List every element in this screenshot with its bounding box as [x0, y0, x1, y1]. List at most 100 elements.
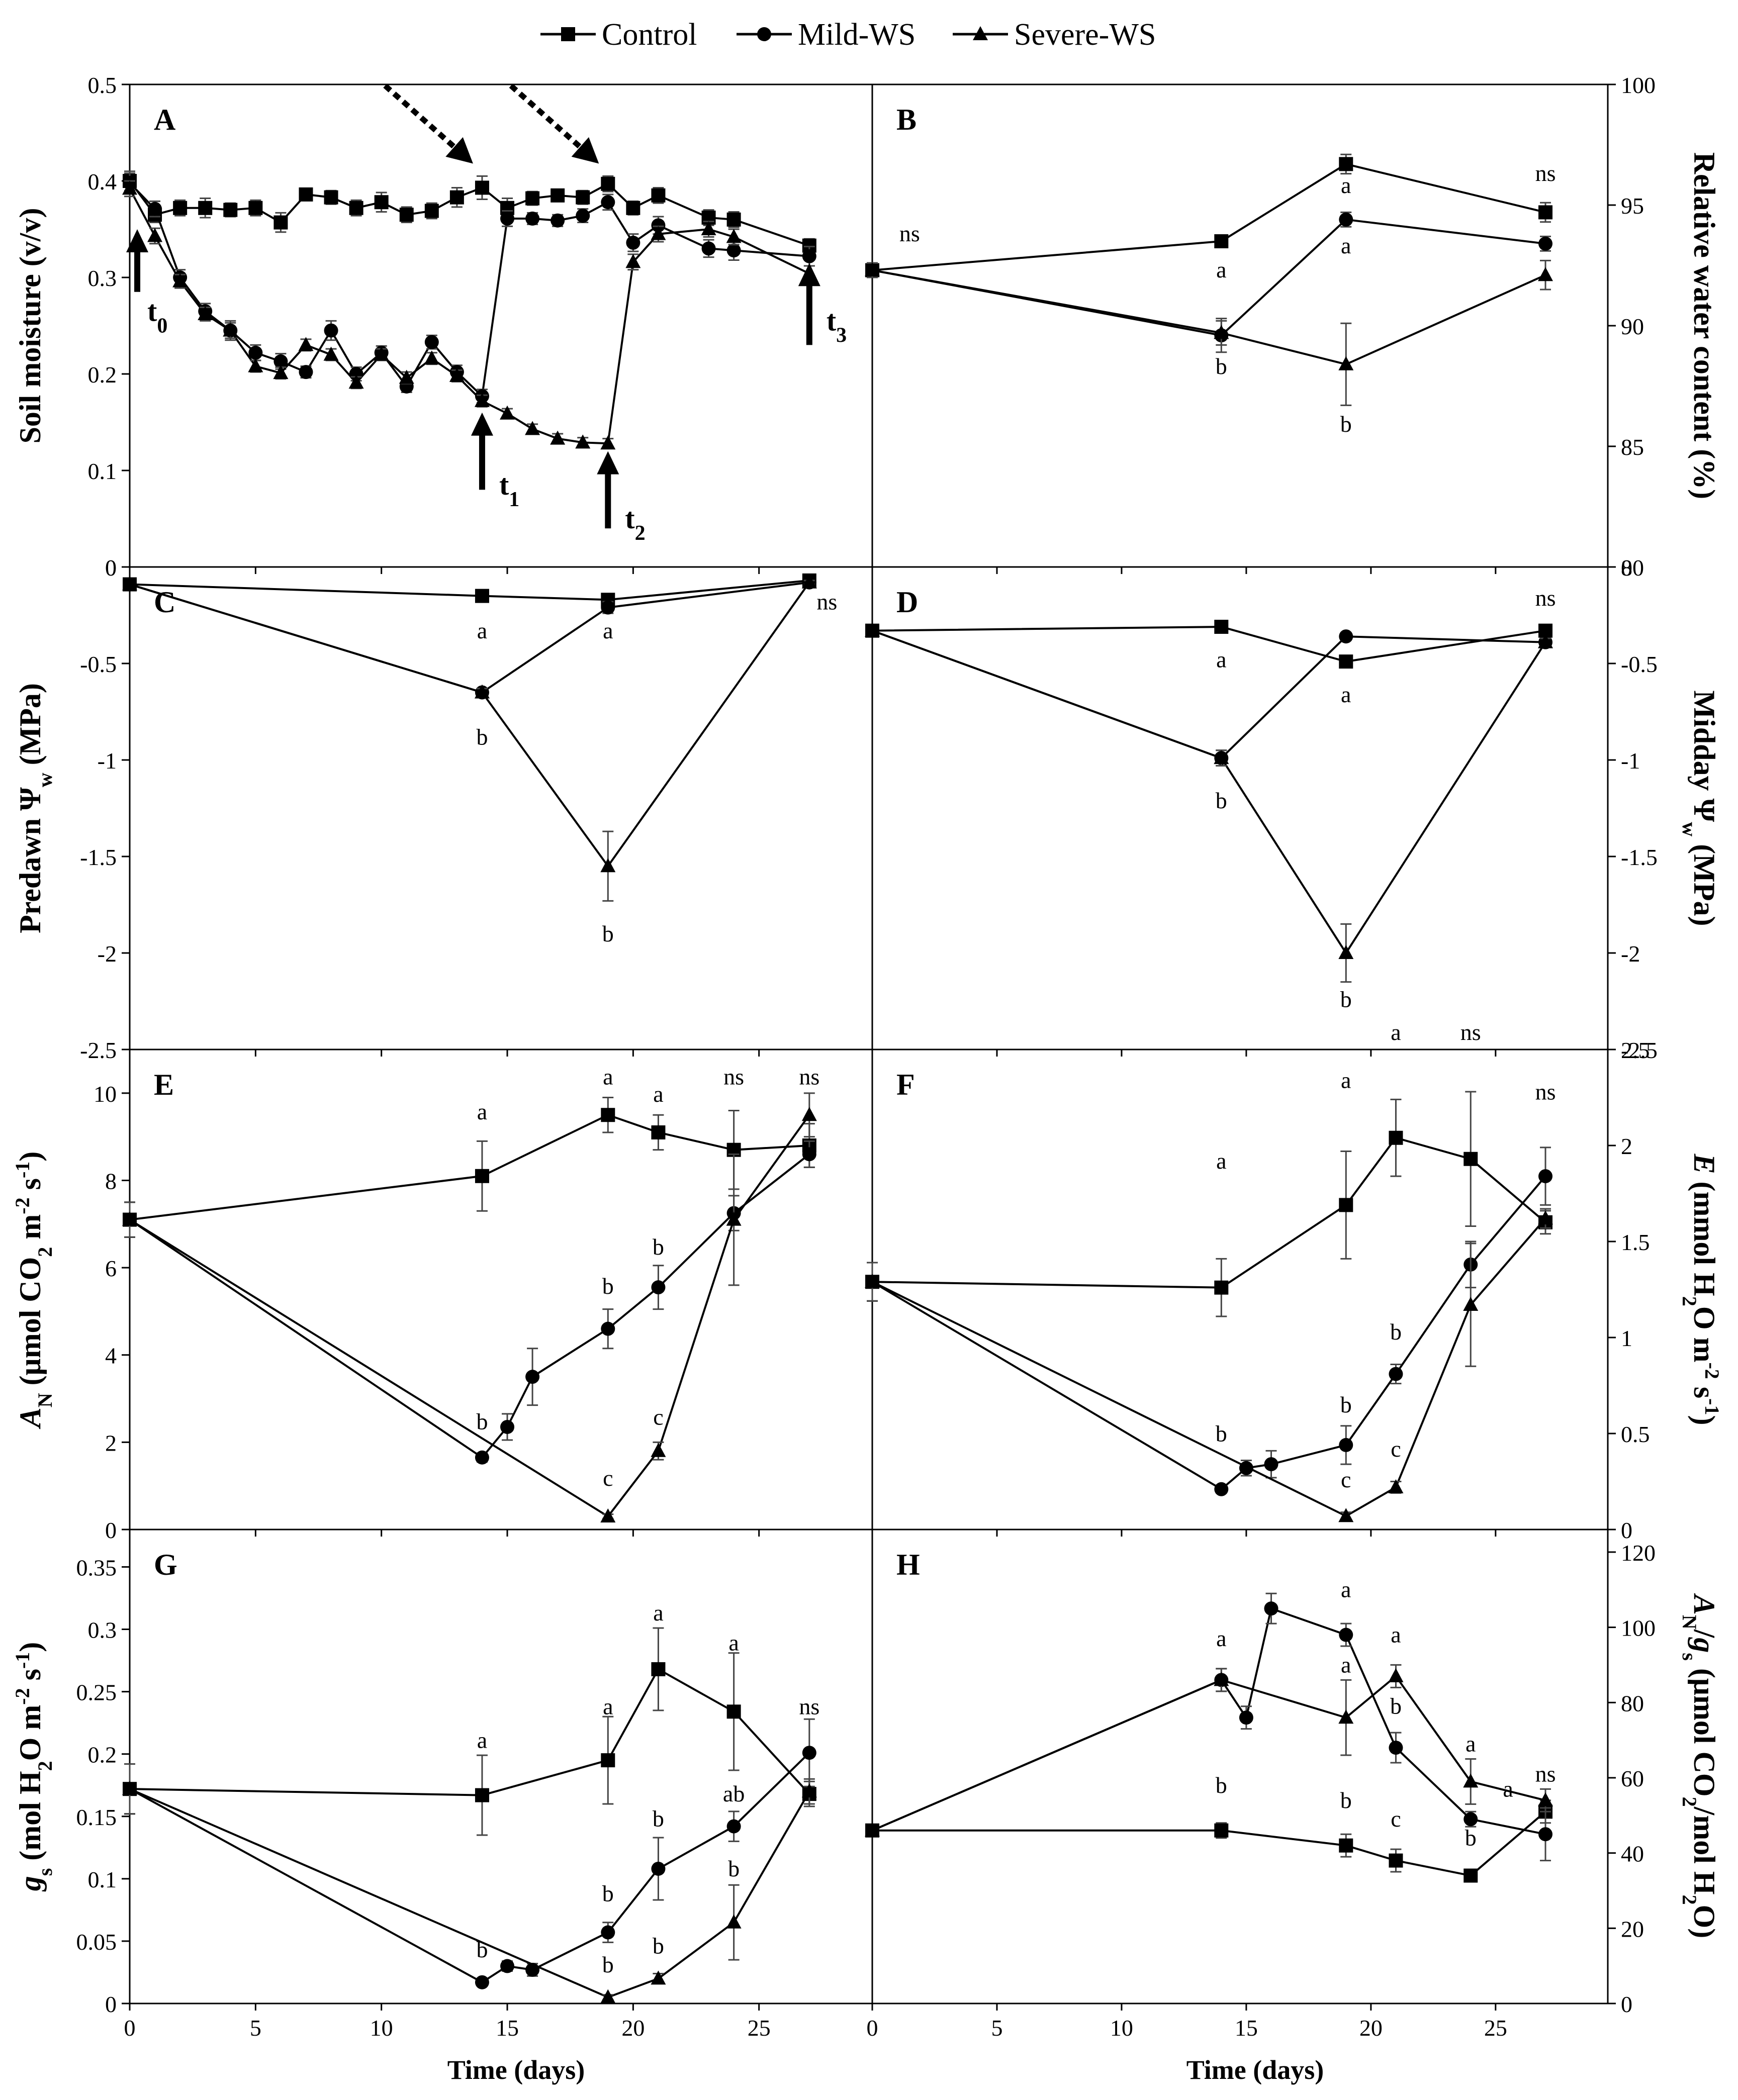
- data-point: [1389, 1741, 1403, 1755]
- data-point: [475, 1169, 489, 1183]
- data-point: [424, 350, 439, 365]
- y-axis-label: gs (mol H2O m-2 s-1): [11, 1642, 56, 1892]
- data-point: [198, 306, 213, 320]
- data-point: [1214, 620, 1229, 634]
- series-line: [872, 218, 1546, 337]
- data-point: [601, 1108, 615, 1122]
- data-point: [601, 1753, 615, 1768]
- series-line: [872, 1136, 1546, 1289]
- data-point: [801, 1783, 817, 1798]
- significance-letter: b: [1340, 411, 1352, 437]
- data-point: [324, 190, 338, 205]
- data-point: [399, 369, 414, 384]
- y-tick-label: 0.2: [88, 1742, 117, 1768]
- significance-letter: ns: [1460, 1019, 1481, 1045]
- panel-letter: G: [154, 1548, 177, 1581]
- data-point: [1339, 157, 1353, 171]
- arrow-head: [126, 229, 149, 252]
- data-point: [1264, 1457, 1278, 1472]
- arrow-t3: t3: [798, 263, 847, 347]
- data-point: [1463, 1868, 1478, 1883]
- data-point: [122, 576, 137, 591]
- significance-letter: ns: [799, 1693, 819, 1719]
- data-point: [374, 195, 389, 210]
- arrow-label: t0: [147, 295, 167, 337]
- y-axis-label: E (mmol H2O m-2 s-1): [1679, 1154, 1724, 1425]
- data-point: [551, 188, 565, 203]
- significance-letter: a: [1341, 1067, 1351, 1093]
- data-point: [801, 574, 817, 589]
- data-point: [525, 211, 540, 226]
- data-point: [1214, 1823, 1229, 1838]
- series-severe-ws: [865, 622, 1553, 983]
- data-point: [726, 1914, 742, 1929]
- significance-letter: b: [602, 1952, 614, 1977]
- data-point: [651, 1280, 666, 1295]
- significance-letter: ns: [1535, 160, 1556, 186]
- x-tick-label: 20: [1359, 2015, 1383, 2041]
- significance-letter: b: [1390, 1693, 1402, 1719]
- data-point: [1538, 1792, 1553, 1806]
- data-point: [349, 201, 363, 215]
- y-tick-label: 0.3: [88, 265, 117, 291]
- significance-letter: a: [477, 618, 487, 643]
- data-point: [1538, 205, 1553, 220]
- data-point: [399, 208, 414, 222]
- data-point: [626, 201, 641, 215]
- data-point: [1463, 1152, 1478, 1166]
- series-mild-ws: [865, 1147, 1553, 1496]
- y-tick-label: 80: [1621, 1690, 1644, 1716]
- data-point: [1389, 1853, 1403, 1868]
- data-point: [1538, 1210, 1553, 1225]
- data-point: [299, 187, 313, 202]
- significance-letter: a: [728, 1630, 739, 1656]
- data-point: [1264, 1601, 1278, 1616]
- data-point: [298, 337, 314, 351]
- data-point: [651, 1662, 666, 1676]
- data-point: [1389, 1367, 1403, 1381]
- y-axis-label: Midday Ψw (MPa): [1679, 691, 1721, 926]
- y-tick-label: 1.5: [1621, 1229, 1650, 1255]
- significance-letter: c: [1391, 1436, 1401, 1462]
- y-tick-label: 120: [1621, 1540, 1656, 1566]
- series-line: [872, 1810, 1546, 1877]
- data-point: [475, 1975, 489, 1989]
- data-point: [474, 393, 490, 407]
- data-point: [248, 201, 263, 215]
- panel-letter: B: [896, 103, 917, 136]
- y-tick-label: 4: [105, 1343, 117, 1369]
- data-point: [1338, 1709, 1354, 1724]
- data-point: [726, 212, 741, 227]
- data-point: [122, 180, 137, 195]
- significance-letter: b: [602, 921, 614, 946]
- significance-letter: a: [1216, 647, 1226, 673]
- data-point: [1214, 1280, 1229, 1295]
- data-point: [651, 226, 666, 240]
- data-point: [626, 235, 641, 250]
- y-tick-label: 0: [105, 555, 117, 581]
- data-point: [726, 229, 742, 243]
- data-point: [726, 243, 741, 258]
- significance-letter: a: [653, 1600, 663, 1626]
- y-tick-label: 0.1: [88, 458, 117, 484]
- legend-marker-triangle: [973, 26, 988, 40]
- significance-letter: b: [728, 1856, 740, 1881]
- y-tick-label: 0.15: [76, 1804, 117, 1830]
- significance-letter: ns: [1535, 585, 1556, 611]
- data-point: [625, 254, 641, 268]
- significance-letter: ab: [723, 1781, 745, 1806]
- significance-letter: b: [1216, 1772, 1227, 1798]
- data-point: [122, 1781, 137, 1795]
- data-point: [1338, 356, 1354, 370]
- arrow-label: t3: [827, 305, 847, 347]
- data-point: [802, 249, 816, 263]
- significance-letter: c: [1341, 1467, 1351, 1492]
- y-tick-label: 8: [105, 1168, 117, 1194]
- data-point: [576, 190, 590, 205]
- data-point: [500, 1419, 515, 1434]
- significance-letter: a: [1341, 172, 1351, 198]
- data-point: [1538, 1169, 1553, 1184]
- y-axis-label: Relative water content (%): [1688, 152, 1721, 499]
- y-tick-label: 90: [1621, 314, 1644, 339]
- data-point: [1339, 654, 1353, 669]
